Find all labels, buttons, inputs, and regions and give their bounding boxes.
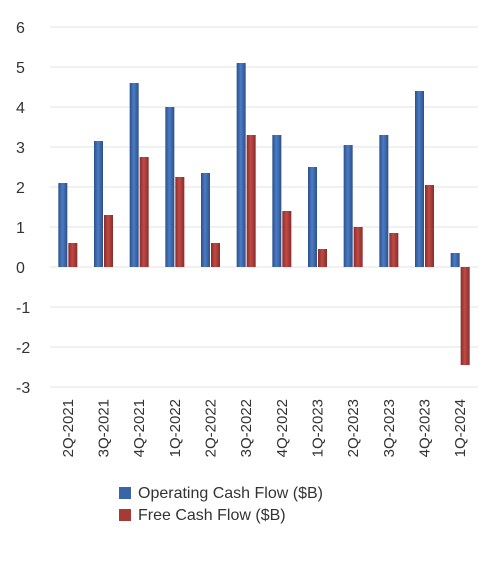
x-tick-label: 4Q-2023 (417, 399, 434, 457)
operating-cash-flow-bar (58, 183, 68, 267)
free-cash-flow-bar (139, 157, 149, 267)
x-tick-label: 2Q-2022 (203, 399, 220, 457)
free-cash-flow-bar (460, 267, 470, 365)
x-tick-label: 1Q-2022 (167, 399, 184, 457)
y-tick-label: -2 (16, 340, 30, 357)
legend-swatch (119, 509, 131, 521)
x-tick-label: 3Q-2021 (96, 399, 113, 457)
y-tick-label: -3 (16, 380, 30, 397)
free-cash-flow-bar (425, 185, 434, 267)
operating-cash-flow-bar (201, 173, 210, 267)
y-tick-label: 5 (16, 60, 25, 77)
x-tick-label: 4Q-2022 (274, 399, 291, 457)
operating-cash-flow-bar (379, 135, 389, 267)
gridlines (50, 26, 478, 388)
free-cash-flow-bar (389, 233, 399, 267)
operating-cash-flow-bar (272, 135, 282, 267)
free-cash-flow-bar (104, 215, 113, 267)
y-tick-label: 2 (16, 180, 25, 197)
x-tick-label: 3Q-2022 (238, 399, 255, 457)
operating-cash-flow-bar (308, 167, 317, 267)
operating-cash-flow-bar (343, 145, 353, 267)
free-cash-flow-bar (175, 177, 185, 267)
free-cash-flow-bar (68, 243, 78, 267)
operating-cash-flow-bar (165, 107, 175, 267)
y-tick-label: 0 (16, 260, 25, 277)
y-tick-label: 3 (16, 140, 25, 157)
operating-cash-flow-bar (236, 63, 246, 267)
x-tick-label: 3Q-2023 (381, 399, 398, 457)
x-tick-label: 2Q-2023 (345, 399, 362, 457)
free-cash-flow-bar (318, 249, 327, 267)
y-tick-label: 6 (16, 20, 25, 37)
operating-cash-flow-bar (450, 253, 460, 267)
x-tick-label: 4Q-2021 (131, 399, 148, 457)
free-cash-flow-bar (246, 135, 256, 267)
operating-cash-flow-bar (415, 91, 424, 267)
y-tick-label: 4 (16, 100, 25, 117)
legend-label: Operating Cash Flow ($B) (138, 485, 323, 502)
operating-cash-flow-bar (94, 141, 103, 267)
y-tick-label: -1 (16, 300, 30, 317)
bars (58, 63, 470, 365)
x-axis-tick-labels: 2Q-2021 3Q-2021 4Q-2021 1Q-2022 2Q-2022 3Q-20… (60, 399, 469, 457)
operating-cash-flow-bar (129, 83, 139, 267)
free-cash-flow-bar (353, 227, 363, 267)
free-cash-flow-bar (282, 211, 292, 267)
y-tick-label: 1 (16, 220, 25, 237)
legend: Operating Cash Flow ($B) Free Cash Flow (… (119, 485, 323, 524)
x-tick-label: 1Q-2024 (452, 399, 469, 457)
legend-swatch (119, 487, 131, 499)
x-tick-label: 1Q-2023 (310, 399, 327, 457)
legend-label: Free Cash Flow ($B) (138, 507, 286, 524)
y-axis-tick-labels: -3 -2 -1 0 1 2 3 4 5 6 (16, 20, 30, 397)
free-cash-flow-bar (211, 243, 220, 267)
x-tick-label: 2Q-2021 (60, 399, 77, 457)
